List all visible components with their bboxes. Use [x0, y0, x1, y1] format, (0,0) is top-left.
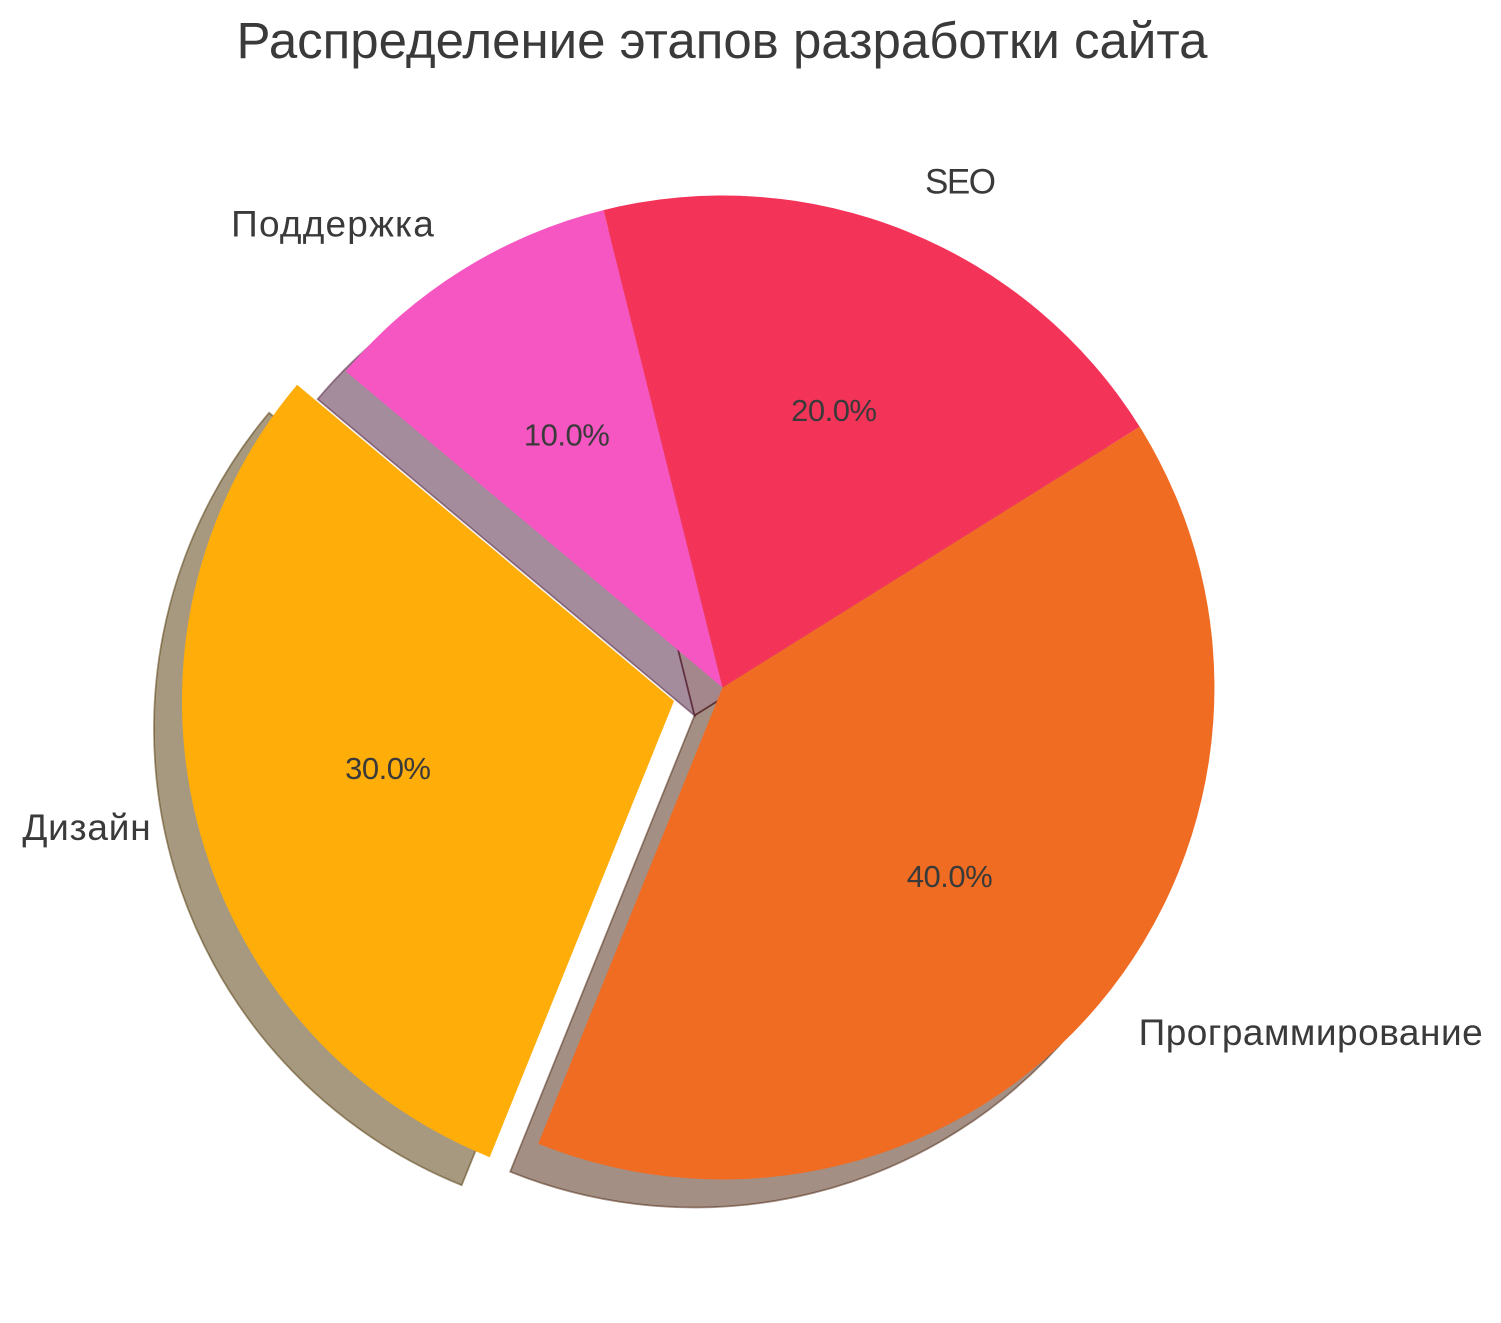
svg-text:Дизайн: Дизайн	[22, 807, 151, 848]
svg-text:Поддержка: Поддержка	[231, 204, 435, 245]
svg-text:30.0%: 30.0%	[345, 751, 430, 786]
svg-text:Программирование: Программирование	[1139, 1012, 1484, 1053]
svg-text:40.0%: 40.0%	[907, 859, 992, 894]
svg-text:SEO: SEO	[925, 163, 995, 202]
svg-text:Распределение этапов разработк: Распределение этапов разработки сайта	[237, 12, 1209, 69]
svg-text:10.0%: 10.0%	[524, 418, 609, 453]
svg-text:20.0%: 20.0%	[791, 393, 876, 428]
